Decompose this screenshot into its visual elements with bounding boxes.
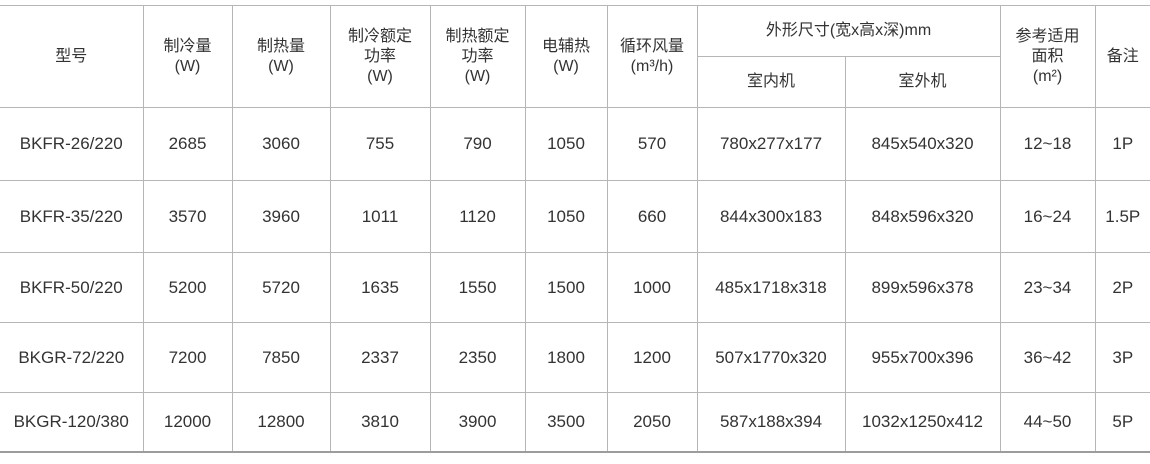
col-header-heating-rated-power: 制热额定 功率 (W): [429, 5, 526, 108]
cell-cooling-rated-power: 755: [329, 107, 431, 181]
cell-indoor-unit-dimensions: 485x1718x318: [696, 252, 846, 323]
cell-remarks: 3P: [1094, 322, 1150, 393]
table-row: BKFR-35/220 3570 3960 1011 1120 1050 660…: [0, 180, 1150, 253]
cell-indoor-unit-dimensions: 587x188x394: [696, 392, 846, 453]
cell-indoor-unit-dimensions: 780x277x177: [696, 107, 846, 181]
ac-spec-table: 型号 制冷量 (W) 制热量 (W) 制冷额定 功率 (W) 制热额定 功率 (…: [0, 5, 1150, 453]
cell-outdoor-unit-dimensions: 1032x1250x412: [844, 392, 1001, 453]
cell-indoor-unit-dimensions: 844x300x183: [696, 180, 846, 253]
cell-cooling-rated-power: 1011: [329, 180, 431, 253]
cell-reference-area: 12~18: [999, 107, 1096, 181]
cell-remarks: 2P: [1094, 252, 1150, 323]
cell-remarks: 5P: [1094, 392, 1150, 453]
cell-indoor-unit-dimensions: 507x1770x320: [696, 322, 846, 393]
cell-electric-aux-heat: 1050: [524, 180, 608, 253]
cell-cooling-capacity: 3570: [142, 180, 233, 253]
cell-cooling-rated-power: 3810: [329, 392, 431, 453]
cell-heating-rated-power: 2350: [429, 322, 526, 393]
cell-model: BKFR-35/220: [0, 180, 144, 253]
table-row: BKGR-72/220 7200 7850 2337 2350 1800 120…: [0, 322, 1150, 393]
col-header-cooling-rated-power: 制冷额定 功率 (W): [329, 5, 431, 108]
cell-circulating-air-volume: 1000: [606, 252, 698, 323]
cell-cooling-rated-power: 2337: [329, 322, 431, 393]
cell-cooling-rated-power: 1635: [329, 252, 431, 323]
cell-heating-rated-power: 3900: [429, 392, 526, 453]
col-header-dimensions-group: 外形尺寸(宽x高x深)mm: [696, 5, 1001, 57]
cell-cooling-capacity: 2685: [142, 107, 233, 181]
cell-heating-capacity: 12800: [231, 392, 331, 453]
cell-reference-area: 16~24: [999, 180, 1096, 253]
table-row: BKFR-26/220 2685 3060 755 790 1050 570 7…: [0, 107, 1150, 181]
cell-cooling-capacity: 7200: [142, 322, 233, 393]
cell-heating-capacity: 7850: [231, 322, 331, 393]
cell-model: BKGR-72/220: [0, 322, 144, 393]
col-header-circulating-air-volume: 循环风量 (m³/h): [606, 5, 698, 108]
cell-reference-area: 44~50: [999, 392, 1096, 453]
table-body: BKFR-26/220 2685 3060 755 790 1050 570 7…: [0, 107, 1150, 453]
cell-outdoor-unit-dimensions: 848x596x320: [844, 180, 1001, 253]
cell-model: BKGR-120/380: [0, 392, 144, 453]
cell-cooling-capacity: 12000: [142, 392, 233, 453]
header-row-main: 型号 制冷量 (W) 制热量 (W) 制冷额定 功率 (W) 制热额定 功率 (…: [0, 5, 1150, 108]
cell-model: BKFR-26/220: [0, 107, 144, 181]
cell-electric-aux-heat: 1800: [524, 322, 608, 393]
cell-electric-aux-heat: 3500: [524, 392, 608, 453]
table-row: BKGR-120/380 12000 12800 3810 3900 3500 …: [0, 392, 1150, 453]
cell-heating-capacity: 3960: [231, 180, 331, 253]
cell-heating-capacity: 5720: [231, 252, 331, 323]
col-header-remarks: 备注: [1094, 5, 1150, 108]
cell-outdoor-unit-dimensions: 899x596x378: [844, 252, 1001, 323]
cell-heating-capacity: 3060: [231, 107, 331, 181]
col-header-heating-capacity: 制热量 (W): [231, 5, 331, 108]
cell-circulating-air-volume: 660: [606, 180, 698, 253]
cell-heating-rated-power: 1120: [429, 180, 526, 253]
cell-remarks: 1.5P: [1094, 180, 1150, 253]
cell-circulating-air-volume: 570: [606, 107, 698, 181]
cell-remarks: 1P: [1094, 107, 1150, 181]
cell-model: BKFR-50/220: [0, 252, 144, 323]
table-header: 型号 制冷量 (W) 制热量 (W) 制冷额定 功率 (W) 制热额定 功率 (…: [0, 5, 1150, 108]
col-header-electric-aux-heat: 电辅热 (W): [524, 5, 608, 108]
cell-circulating-air-volume: 2050: [606, 392, 698, 453]
cell-heating-rated-power: 1550: [429, 252, 526, 323]
cell-outdoor-unit-dimensions: 845x540x320: [844, 107, 1001, 181]
header-row-sub: 室内机 室外机: [0, 56, 1150, 108]
col-header-indoor-unit: 室内机: [696, 56, 846, 108]
cell-cooling-capacity: 5200: [142, 252, 233, 323]
cell-electric-aux-heat: 1050: [524, 107, 608, 181]
cell-circulating-air-volume: 1200: [606, 322, 698, 393]
col-header-model: 型号: [0, 5, 144, 108]
cell-outdoor-unit-dimensions: 955x700x396: [844, 322, 1001, 393]
table-row: BKFR-50/220 5200 5720 1635 1550 1500 100…: [0, 252, 1150, 323]
cell-reference-area: 36~42: [999, 322, 1096, 393]
col-header-cooling-capacity: 制冷量 (W): [142, 5, 233, 108]
col-header-reference-area: 参考适用 面积 (m²): [999, 5, 1096, 108]
cell-electric-aux-heat: 1500: [524, 252, 608, 323]
col-header-outdoor-unit: 室外机: [844, 56, 1001, 108]
cell-heating-rated-power: 790: [429, 107, 526, 181]
cell-reference-area: 23~34: [999, 252, 1096, 323]
